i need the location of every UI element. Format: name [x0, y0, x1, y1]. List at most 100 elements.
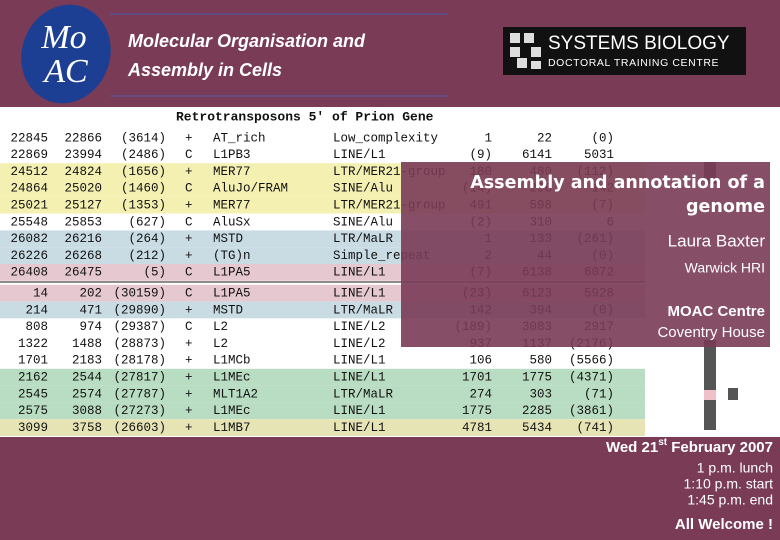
cell-repeat-start: 106 — [469, 354, 492, 368]
table-row — [0, 419, 645, 436]
talk-panel — [401, 162, 770, 347]
cell-end: 25020 — [64, 182, 102, 196]
cell-repeat-class: LINE/L1 — [333, 266, 386, 280]
cell-start: 22869 — [10, 148, 48, 162]
cell-start: 22845 — [10, 131, 48, 145]
cell-start: 2162 — [18, 370, 48, 384]
partner-name: SYSTEMS BIOLOGY — [548, 33, 730, 54]
schedule-item: 1:10 p.m. start — [684, 476, 774, 492]
cell-repeat-class: LINE/L1 — [333, 370, 386, 384]
cell-start: 26082 — [10, 232, 48, 246]
pixel-graphic — [704, 390, 716, 400]
cell-repeat-end: 6141 — [522, 148, 552, 162]
cell-repeat-start: 1701 — [462, 370, 492, 384]
partner-sub: DOCTORAL TRAINING CENTRE — [548, 57, 719, 69]
cell-repeat-name: L1MCb — [213, 354, 251, 368]
cell-repeat-name: L1MB7 — [213, 421, 251, 435]
cell-start: 2545 — [18, 387, 48, 401]
cell-end: 26216 — [64, 232, 102, 246]
talk-title: genome — [686, 197, 765, 217]
table-row — [0, 129, 645, 147]
cell-end: 2574 — [72, 387, 102, 401]
schedule-item: 1 p.m. lunch — [697, 460, 773, 476]
cell-end: 24824 — [64, 165, 102, 179]
cell-left: (1353) — [121, 198, 166, 212]
cell-start: 24864 — [10, 182, 48, 196]
date: Wed 21st February 2007 — [606, 437, 773, 456]
table-row — [0, 352, 645, 369]
cell-repeat-class: SINE/Alu — [333, 182, 393, 196]
date-text: Wed 21 — [606, 439, 658, 456]
logo-text: AC — [42, 53, 88, 90]
cell-start: 26226 — [10, 249, 48, 263]
cell-strand: C — [185, 215, 193, 229]
cell-repeat-end: 22 — [537, 131, 552, 145]
cell-left: (2486) — [121, 148, 166, 162]
cell-strand: + — [185, 303, 193, 317]
cell-end: 974 — [79, 320, 102, 334]
cell-start: 1701 — [18, 354, 48, 368]
header-title: Molecular Organisation and — [128, 31, 366, 51]
cell-strand: + — [185, 249, 193, 263]
cell-repeat-class: LINE/L1 — [333, 421, 386, 435]
date-suffix: st — [658, 437, 668, 448]
cell-repeat-class: LTR/MaLR — [333, 303, 394, 317]
cell-end: 26475 — [64, 266, 102, 280]
cell-repeat-end: 2285 — [522, 404, 552, 418]
cell-repeat-left: 5031 — [584, 148, 614, 162]
cell-left: (27273) — [113, 404, 166, 418]
cell-end: 1488 — [72, 337, 102, 351]
cell-strand: C — [185, 320, 193, 334]
cell-end: 202 — [79, 286, 102, 300]
cell-end: 25127 — [64, 198, 102, 212]
cell-repeat-name: AT_rich — [213, 131, 266, 145]
cell-end: 2183 — [72, 354, 102, 368]
schedule-item: 1:45 p.m. end — [687, 492, 773, 508]
cell-left: (28873) — [113, 337, 166, 351]
cell-repeat-name: AluJo/FRAM — [213, 182, 288, 196]
cell-repeat-start: 274 — [469, 387, 492, 401]
cell-left: (1460) — [121, 182, 166, 196]
cell-repeat-class: LTR/MaLR — [333, 232, 394, 246]
cell-left: (27787) — [113, 387, 166, 401]
cell-repeat-name: L1MEc — [213, 404, 251, 418]
cell-repeat-name: MSTD — [213, 303, 243, 317]
header-title: Assembly in Cells — [127, 60, 282, 80]
cell-left: (264) — [128, 232, 166, 246]
cell-repeat-name: MSTD — [213, 232, 243, 246]
table-row — [0, 402, 645, 420]
logo-text: Mo — [40, 19, 86, 56]
cell-strand: + — [185, 370, 193, 384]
cell-left: (212) — [128, 249, 166, 263]
cell-strand: C — [185, 286, 193, 300]
cell-strand: + — [185, 354, 193, 368]
cell-start: 14 — [33, 286, 48, 300]
cell-strand: C — [185, 148, 193, 162]
cell-repeat-name: MER77 — [213, 198, 251, 212]
cell-repeat-class: LINE/L2 — [333, 320, 386, 334]
cell-repeat-class: LTR/MaLR — [333, 387, 394, 401]
cell-repeat-name: AluSx — [213, 215, 251, 229]
cell-repeat-left: (3861) — [569, 404, 614, 418]
cell-repeat-left: (0) — [591, 131, 614, 145]
cell-start: 26408 — [10, 266, 48, 280]
cell-left: (3614) — [121, 131, 166, 145]
cell-left: (5) — [143, 266, 166, 280]
cell-end: 25853 — [64, 215, 102, 229]
cell-repeat-start: 1775 — [462, 404, 492, 418]
cell-repeat-class: LINE/L1 — [333, 148, 386, 162]
speaker: Laura Baxter — [668, 231, 766, 250]
table-title: Retrotransposons 5' of Prion Gene — [176, 109, 434, 124]
cell-strand: + — [185, 387, 193, 401]
cell-start: 1322 — [18, 337, 48, 351]
venue: MOAC Centre — [667, 303, 765, 320]
cell-strand: C — [185, 266, 193, 280]
cell-start: 808 — [25, 320, 48, 334]
cell-repeat-name: MER77 — [213, 165, 251, 179]
partner-icon — [510, 33, 541, 69]
cell-strand: + — [185, 404, 193, 418]
cell-strand: + — [185, 198, 193, 212]
cell-left: (26603) — [113, 421, 166, 435]
cell-left: (627) — [128, 215, 166, 229]
